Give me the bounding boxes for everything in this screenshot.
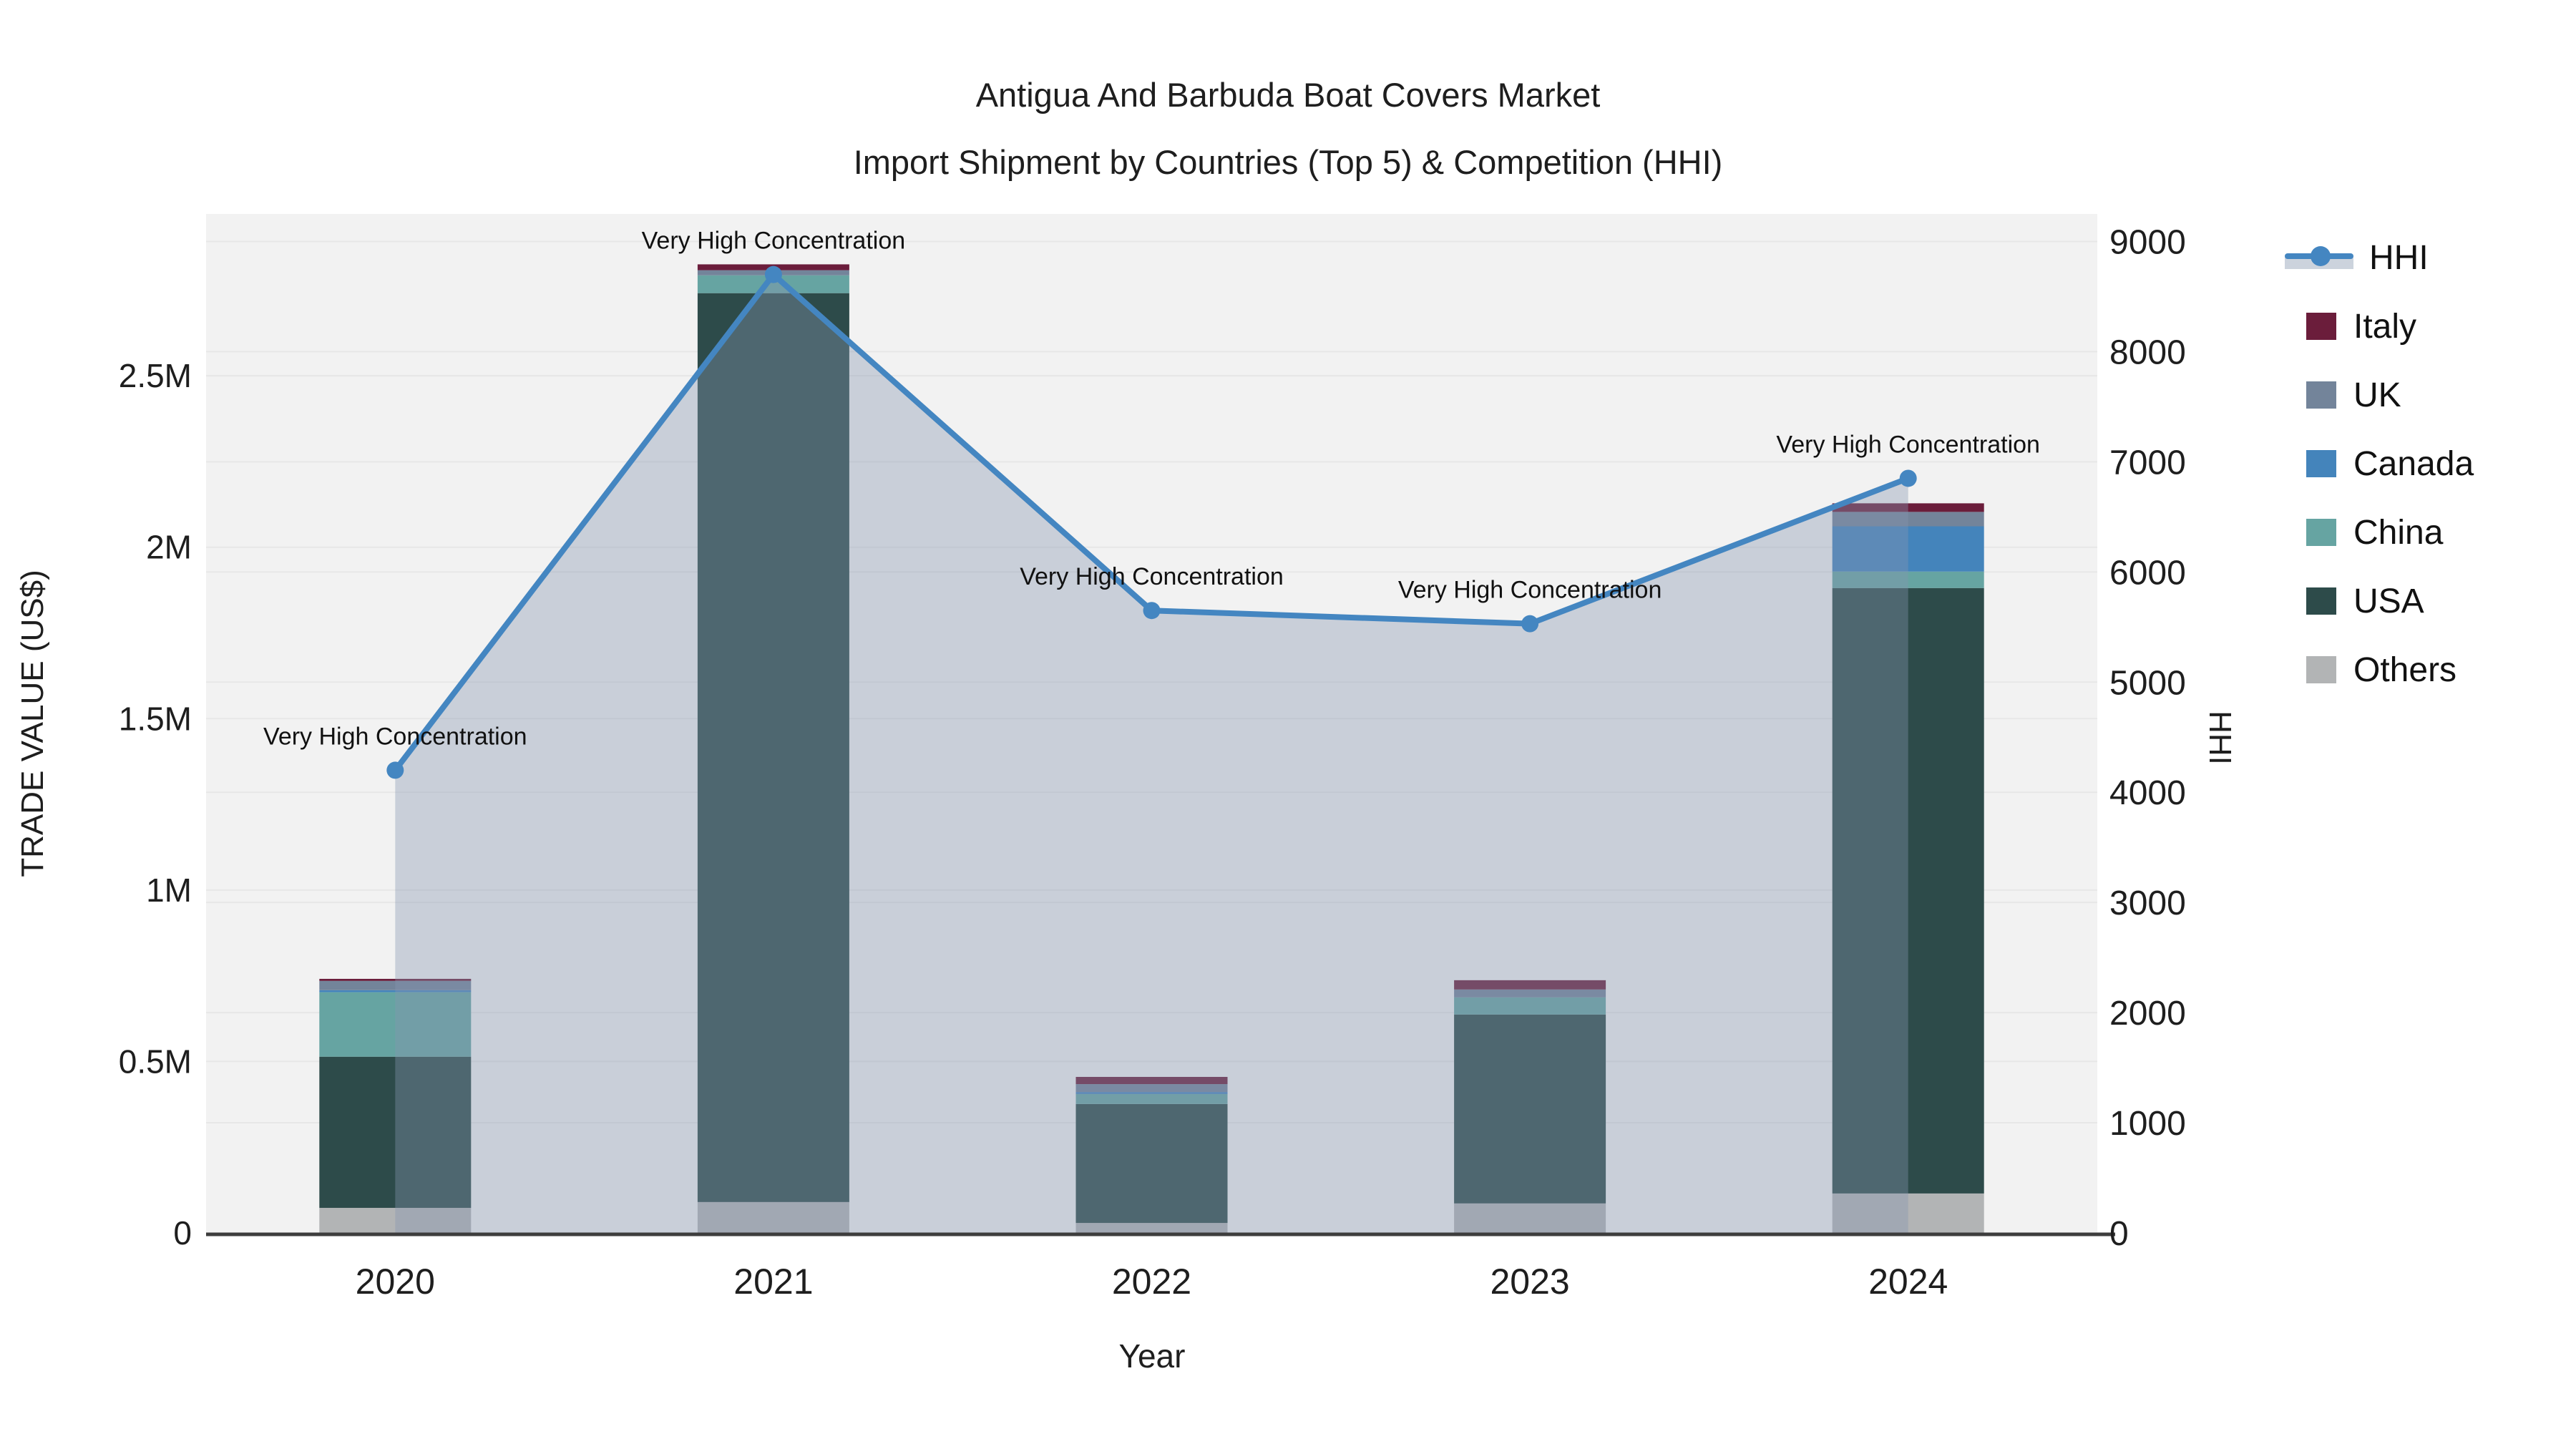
bar-segment-2024-usa[interactable] [1832,587,1984,1194]
legend-item-others[interactable]: Others [2285,650,2474,690]
bar-segment-2024-uk[interactable] [1832,512,1984,527]
legend-item-usa[interactable]: USA [2285,581,2474,621]
bar-segment-2020-usa[interactable] [319,1056,472,1209]
y-axis-right-title: HHI [2202,711,2238,765]
bar-segment-2024-others[interactable] [1832,1193,1984,1233]
bar-segment-2020-italy[interactable] [319,978,472,981]
y-right-tick: 2000 [2109,995,2186,1033]
bar-segment-2024-italy[interactable] [1832,503,1984,512]
annotation-2023: Very High Concentration [1398,577,1662,604]
hhi-marker-2020[interactable] [386,761,404,779]
annotation-2020: Very High Concentration [263,723,527,750]
y-right-tick: 0 [2109,1215,2129,1253]
plot-background [206,214,2097,1233]
y-right-tick: 4000 [2109,774,2186,812]
y-left-tick: 2M [146,529,192,566]
bar-segment-2020-china[interactable] [319,992,472,1057]
y-left-tick: 0.5M [119,1043,192,1080]
legend-item-uk[interactable]: UK [2285,375,2474,415]
legend-swatch-usa [2306,587,2336,615]
y-left-tick: 1.5M [119,700,192,737]
y-right-tick: 8000 [2109,333,2186,371]
legend-hhi-line-icon [2285,243,2353,272]
legend-item-italy[interactable]: Italy [2285,306,2474,346]
y-right-tick: 5000 [2109,664,2186,702]
legend-item-canada[interactable]: Canada [2285,444,2474,484]
annotation-2021: Very High Concentration [642,228,906,255]
y-right-tick: 6000 [2109,554,2186,592]
x-tick-2023: 2023 [1490,1262,1569,1302]
legend-item-china[interactable]: China [2285,512,2474,552]
bar-segment-2023-others[interactable] [1454,1203,1606,1233]
legend-label: UK [2353,376,2401,414]
bar-segment-2024-canada[interactable] [1832,526,1984,572]
y-right-tick: 9000 [2109,223,2186,261]
hhi-marker-2023[interactable] [1521,615,1539,633]
x-axis-title: Year [1118,1337,1186,1375]
legend-label: USA [2353,582,2424,620]
bar-segment-2021-others[interactable] [697,1201,849,1233]
bar-segment-2022-canada[interactable] [1075,1092,1228,1094]
legend-swatch-others [2306,656,2336,683]
x-tick-2021: 2021 [733,1262,813,1302]
legend-swatch-uk [2306,381,2336,409]
legend-swatch-china [2306,519,2336,546]
bar-segment-2022-china[interactable] [1075,1093,1228,1104]
bar-segment-2023-uk[interactable] [1454,989,1606,997]
bar-segment-2023-china[interactable] [1454,997,1606,1015]
chart-title-line2: Import Shipment by Countries (Top 5) & C… [853,143,1723,181]
y-left-tick: 2.5M [119,357,192,394]
y-axis-left-title: TRADE VALUE (US$) [15,570,50,877]
y-left-tick: 1M [146,872,192,909]
bar-segment-2022-usa[interactable] [1075,1103,1228,1224]
hhi-marker-2022[interactable] [1143,602,1161,620]
bar-segment-2022-others[interactable] [1075,1223,1228,1233]
annotation-2024: Very High Concentration [1776,431,2040,458]
bar-segment-2022-italy[interactable] [1075,1076,1228,1085]
legend-label: Italy [2353,307,2417,346]
hhi-marker-2021[interactable] [764,265,782,283]
legend-label: Others [2353,650,2457,689]
hhi-area [395,274,1908,1233]
bar-segment-2022-uk[interactable] [1075,1084,1228,1093]
legend-swatch-canada [2306,450,2336,477]
x-tick-2022: 2022 [1112,1262,1191,1302]
legend-label: Canada [2353,444,2474,483]
x-tick-2020: 2020 [356,1262,435,1302]
bar-segment-2021-usa[interactable] [697,293,849,1202]
bar-segment-2023-usa[interactable] [1454,1014,1606,1204]
chart-title-line1: Antigua And Barbuda Boat Covers Market [975,76,1601,114]
x-tick-2024: 2024 [1868,1262,1948,1302]
y-left-tick: 0 [173,1214,192,1252]
y-right-tick: 3000 [2109,884,2186,922]
y-right-tick: 7000 [2109,444,2186,482]
bar-segment-2020-uk[interactable] [319,980,472,990]
legend-swatch-italy [2306,313,2336,340]
legend: HHI Italy UK Canada China USA Others [2285,238,2474,690]
hhi-marker-2024[interactable] [1899,469,1917,487]
bar-segment-2024-china[interactable] [1832,571,1984,588]
bar-segment-2020-canada[interactable] [319,990,472,992]
legend-item-hhi[interactable]: HHI [2285,238,2474,278]
y-right-tick: 1000 [2109,1105,2186,1143]
bar-segment-2023-italy[interactable] [1454,980,1606,990]
legend-label: China [2353,513,2444,552]
chart-title: Antigua And Barbuda Boat Covers Market I… [0,62,2576,196]
legend-label: HHI [2369,238,2429,277]
bar-segment-2020-others[interactable] [319,1208,472,1233]
annotation-2022: Very High Concentration [1020,563,1284,590]
